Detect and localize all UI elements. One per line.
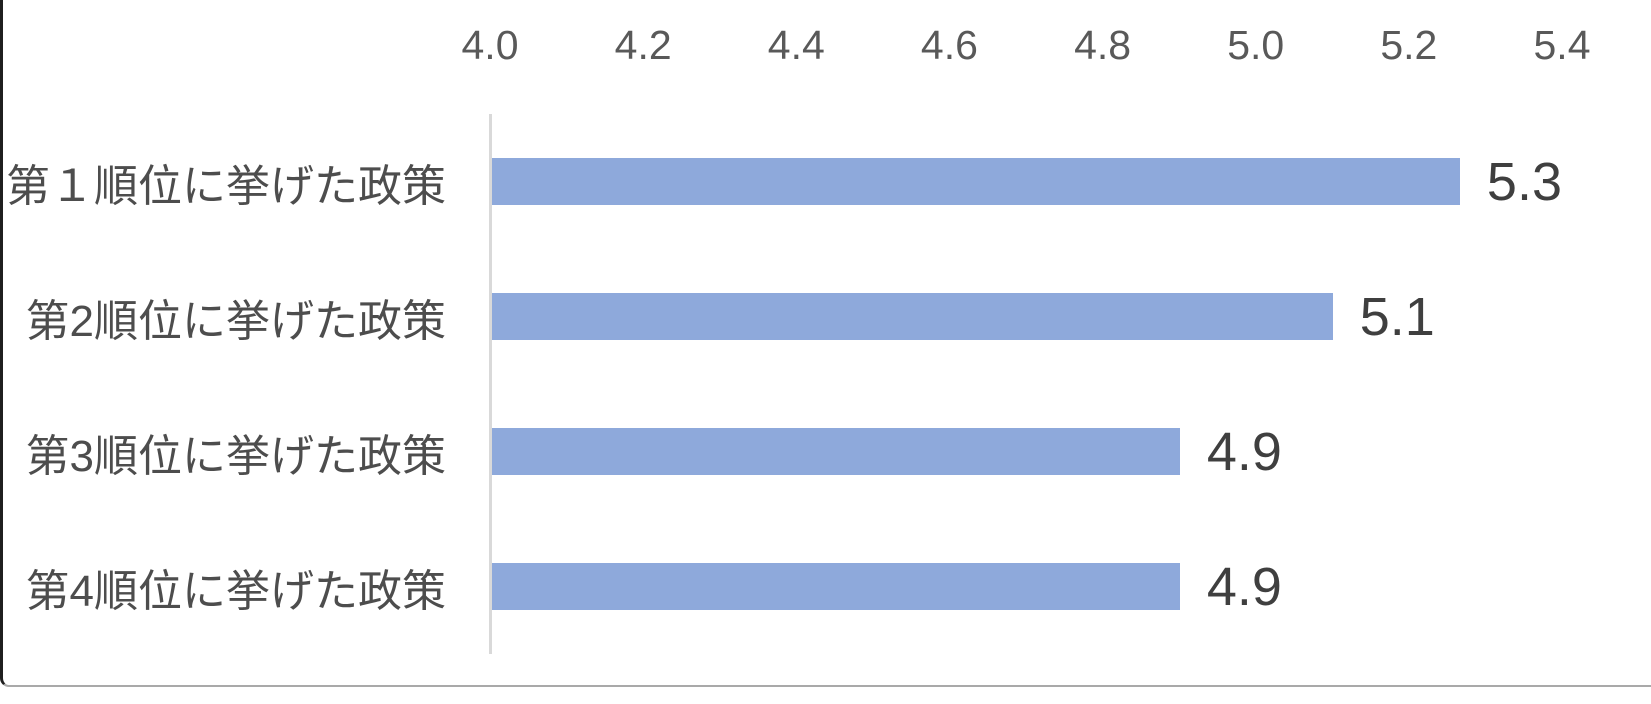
bar-row: 5.3: [492, 114, 1562, 249]
horizontal-bar-chart: 4.0 4.2 4.4 4.6 4.8 5.0 5.2 5.4 第１順位に挙げた政策第2順位に…: [3, 0, 1651, 687]
y-axis-line: [489, 114, 492, 654]
category-label: 第3順位に挙げた政策: [25, 431, 446, 481]
x-axis-tick-label: 4.4: [767, 22, 825, 68]
x-axis-tick-label: 4.2: [614, 22, 672, 68]
x-axis-tick-label: 4.0: [461, 22, 519, 68]
x-axis-tick-label: 5.4: [1533, 22, 1591, 68]
bar-data-label: 4.9: [1206, 556, 1282, 617]
x-axis-tick-label: 4.6: [920, 22, 978, 68]
x-axis-tick-label: 5.2: [1380, 22, 1438, 68]
x-axis-tick-labels: 4.0 4.2 4.4 4.6 4.8 5.0 5.2 5.4: [462, 18, 1591, 72]
bar-data-label: 5.1: [1359, 286, 1435, 347]
bar: [492, 428, 1180, 475]
bar-row: 4.9: [492, 519, 1562, 654]
chart-frame: 4.0 4.2 4.4 4.6 4.8 5.0 5.2 5.4 第１順位に挙げた政策第2順位に…: [0, 0, 1651, 687]
category-label-column: 第１順位に挙げた政策第2順位に挙げた政策 第3順位に挙げた政策 第4順位に挙げた政策: [3, 114, 490, 654]
plot-area: 5.3 5.1 4.9 4.9: [492, 114, 1562, 654]
bar-row: 4.9: [492, 384, 1562, 519]
bar: [492, 563, 1180, 610]
x-axis-tick-label: 5.0: [1227, 22, 1285, 68]
bar-row: 5.1: [492, 249, 1562, 384]
x-axis-tick-label: 4.8: [1074, 22, 1132, 68]
category-label: 第4順位に挙げた政策: [25, 566, 446, 616]
category-label: 第2順位に挙げた政策: [25, 296, 446, 346]
bar-data-label: 4.9: [1206, 421, 1282, 482]
bar: [492, 293, 1333, 340]
bar-data-label: 5.3: [1486, 151, 1562, 212]
bar: [492, 158, 1460, 205]
category-label: 第１順位に挙げた政策: [6, 161, 446, 211]
